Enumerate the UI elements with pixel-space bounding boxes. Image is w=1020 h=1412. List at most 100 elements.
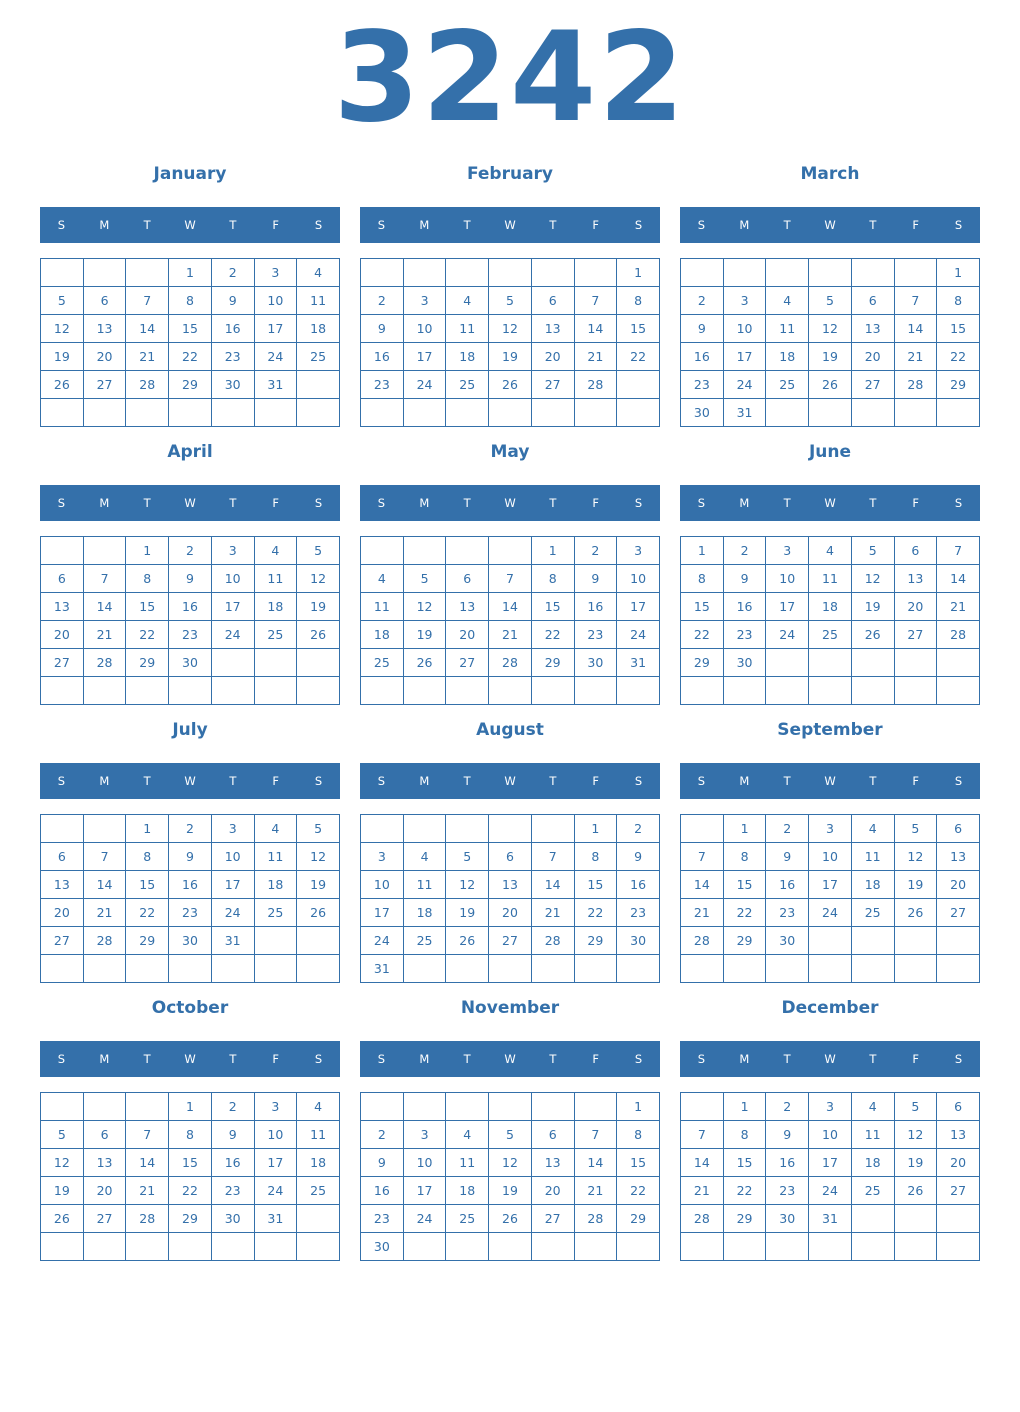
- day-cell: 18: [445, 1176, 490, 1205]
- day-cell: 18: [296, 314, 340, 343]
- day-cell: 17: [808, 1148, 852, 1177]
- weekday-label: S: [57, 496, 66, 510]
- day-cell: 10: [402, 314, 447, 343]
- day-cell: 7: [680, 1120, 724, 1149]
- empty-day-cell: [360, 536, 404, 565]
- day-grid: 1 2 3 4 5 6 7 8 9 10 11 12 13 14 15 16 17 18 19 20 21 22 23 24 2…: [40, 258, 340, 427]
- empty-day-cell: [530, 1232, 575, 1261]
- day-cell: 15: [168, 314, 212, 343]
- weekday-label: T: [463, 218, 471, 232]
- week-row: 1: [680, 258, 980, 287]
- day-cell: 28: [530, 926, 575, 955]
- weekday-label: M: [419, 218, 430, 232]
- day-cell: 5: [296, 814, 340, 843]
- empty-day-cell: [445, 536, 490, 565]
- empty-day-cell: [765, 258, 810, 287]
- day-cell: 8: [936, 286, 980, 315]
- weekday-label: T: [869, 496, 877, 510]
- empty-day-cell: [296, 954, 340, 983]
- empty-day-cell: [360, 676, 404, 705]
- day-cell: 16: [616, 870, 660, 899]
- weekday-label: F: [912, 496, 920, 510]
- empty-day-cell: [893, 926, 938, 955]
- day-cell: 16: [168, 592, 212, 621]
- week-row: 26 27 28 29 30 31: [40, 1204, 340, 1233]
- day-cell: 9: [210, 286, 255, 315]
- empty-day-cell: [616, 1232, 660, 1261]
- day-cell: 21: [680, 1176, 724, 1205]
- day-cell: 28: [488, 648, 532, 677]
- day-cell: 22: [125, 898, 170, 927]
- empty-day-cell: [82, 954, 127, 983]
- day-cell: 6: [893, 536, 938, 565]
- empty-day-cell: [402, 1232, 447, 1261]
- weekday-label: T: [463, 774, 471, 788]
- empty-day-cell: [850, 1232, 895, 1261]
- day-cell: 2: [616, 814, 660, 843]
- empty-day-cell: [402, 398, 447, 427]
- week-row: 15 16 17 18 19 20 21: [680, 592, 980, 621]
- empty-day-cell: [296, 398, 340, 427]
- day-cell: 11: [296, 286, 340, 315]
- day-cell: 4: [808, 536, 852, 565]
- day-cell: 18: [445, 342, 490, 371]
- weekday-label: T: [783, 774, 791, 788]
- weekday-label: F: [592, 774, 600, 788]
- day-cell: 20: [936, 1148, 980, 1177]
- empty-day-cell: [360, 398, 404, 427]
- week-row: 9 10 11 12 13 14 15: [680, 314, 980, 343]
- weekday-label: W: [504, 218, 516, 232]
- weekday-label: F: [272, 1052, 280, 1066]
- day-cell: 13: [850, 314, 895, 343]
- day-cell: 10: [360, 870, 404, 899]
- day-cell: 2: [765, 1092, 810, 1121]
- weekday-label: T: [229, 218, 237, 232]
- empty-day-cell: [722, 1232, 767, 1261]
- day-cell: 5: [402, 564, 447, 593]
- empty-day-cell: [125, 954, 170, 983]
- day-cell: 30: [573, 648, 618, 677]
- day-cell: 29: [168, 370, 212, 399]
- day-cell: 14: [680, 1148, 724, 1177]
- week-row: 17 18 19 20 21 22 23: [360, 898, 660, 927]
- empty-day-cell: [850, 648, 895, 677]
- empty-day-cell: [488, 1232, 532, 1261]
- weekday-label: S: [697, 496, 706, 510]
- empty-day-cell: [936, 926, 980, 955]
- day-cell: 4: [850, 814, 895, 843]
- day-cell: 7: [936, 536, 980, 565]
- day-cell: 22: [616, 342, 660, 371]
- day-cell: 12: [296, 564, 340, 593]
- empty-day-cell: [253, 398, 298, 427]
- empty-day-cell: [125, 676, 170, 705]
- day-cell: 13: [936, 842, 980, 871]
- day-cell: 3: [402, 286, 447, 315]
- weekday-label: T: [463, 496, 471, 510]
- day-cell: 11: [402, 870, 447, 899]
- day-cell: 27: [936, 898, 980, 927]
- day-cell: 17: [360, 898, 404, 927]
- day-cell: 4: [765, 286, 810, 315]
- day-cell: 31: [210, 926, 255, 955]
- day-cell: 28: [936, 620, 980, 649]
- day-cell: 31: [808, 1204, 852, 1233]
- day-cell: 17: [253, 1148, 298, 1177]
- day-cell: 23: [573, 620, 618, 649]
- week-row: 20 21 22 23 24 25 26: [40, 620, 340, 649]
- weekday-label: M: [739, 774, 750, 788]
- day-cell: 22: [530, 620, 575, 649]
- empty-day-cell: [893, 954, 938, 983]
- day-cell: 4: [296, 258, 340, 287]
- weekday-label: T: [869, 774, 877, 788]
- weekday-label: T: [783, 218, 791, 232]
- day-cell: 28: [573, 370, 618, 399]
- day-cell: 25: [445, 1204, 490, 1233]
- day-cell: 19: [40, 342, 84, 371]
- day-cell: 4: [445, 1120, 490, 1149]
- day-cell: 14: [936, 564, 980, 593]
